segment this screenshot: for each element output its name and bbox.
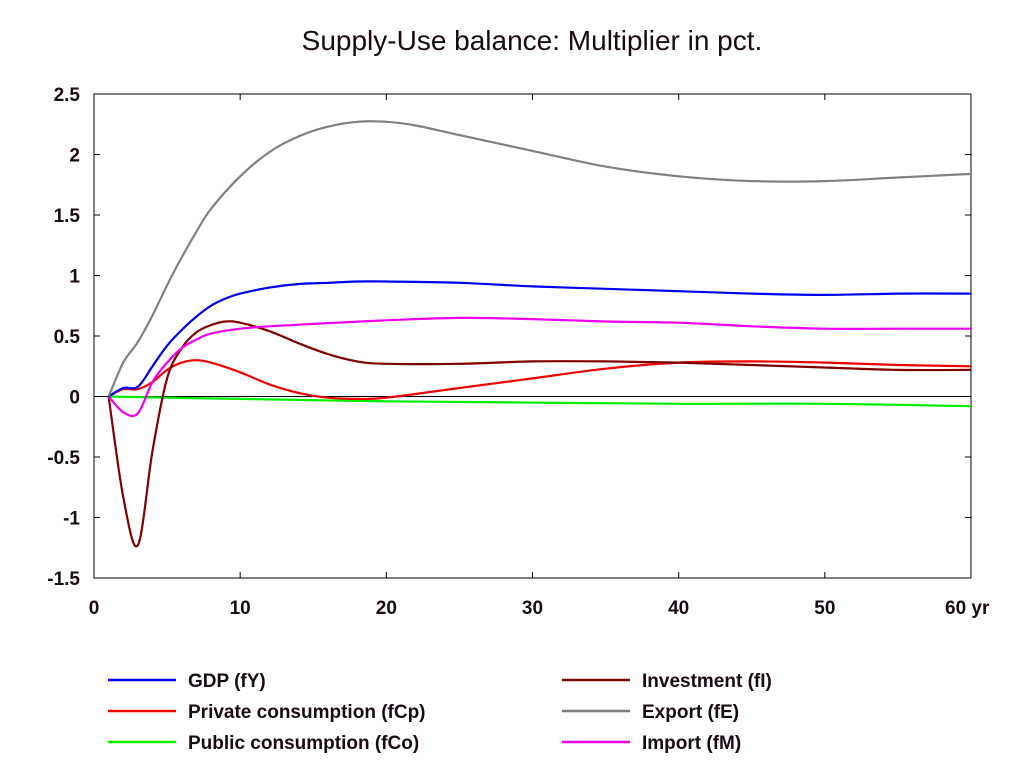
x-tick-label: 20: [376, 598, 397, 619]
legend-label-export-fe: Export (fE): [642, 702, 739, 723]
legend-label-private-consumption-fcp: Private consumption (fCp): [188, 702, 426, 723]
y-tick-label: 0: [69, 388, 80, 409]
legend-label-public-consumption-fco: Public consumption (fCo): [188, 733, 419, 754]
axis-ticks: -1.5 -1 -0.5 0 0.5 1 1.5 2 2.5 0 10 20 30 40 50 60 yr: [47, 85, 990, 619]
series-line-private-consumption-fcp: [108, 359, 972, 401]
y-tick-label: -1.5: [47, 569, 80, 590]
y-tick-label: 2: [69, 146, 80, 167]
series-line-public-consumption-fco: [108, 395, 972, 408]
series-line-gdp-fy: [108, 280, 972, 398]
series-layer: [107, 120, 972, 548]
legend-label-import-fm: Import (fM): [642, 733, 741, 754]
x-tick-label: 50: [814, 598, 835, 619]
plot-frame: [93, 93, 972, 579]
legend-label-investment-fi: Investment (fI): [642, 671, 772, 692]
legend-label-gdp-fy: GDP (fY): [188, 671, 266, 692]
x-tick-label: 40: [668, 598, 689, 619]
series-line-investment-fi: [107, 320, 972, 548]
x-tick-label: 30: [522, 598, 543, 619]
chart-title: Supply-Use balance: Multiplier in pct.: [302, 25, 763, 56]
series-line-export-fe: [107, 120, 972, 397]
y-tick-label: 0.5: [54, 327, 81, 348]
y-tick-label: -0.5: [47, 448, 80, 469]
x-tick-label: 60 yr: [945, 598, 990, 619]
x-tick-label: 10: [230, 598, 251, 619]
y-tick-label: 1.5: [54, 206, 81, 227]
legend: GDP (fY) Private consumption (fCp) Public …: [108, 671, 772, 754]
series-line-import-fm: [107, 316, 971, 418]
y-tick-label: 2.5: [54, 85, 81, 106]
y-tick-label: -1: [63, 509, 80, 530]
y-tick-label: 1: [69, 267, 80, 288]
x-tick-label: 0: [89, 598, 100, 619]
